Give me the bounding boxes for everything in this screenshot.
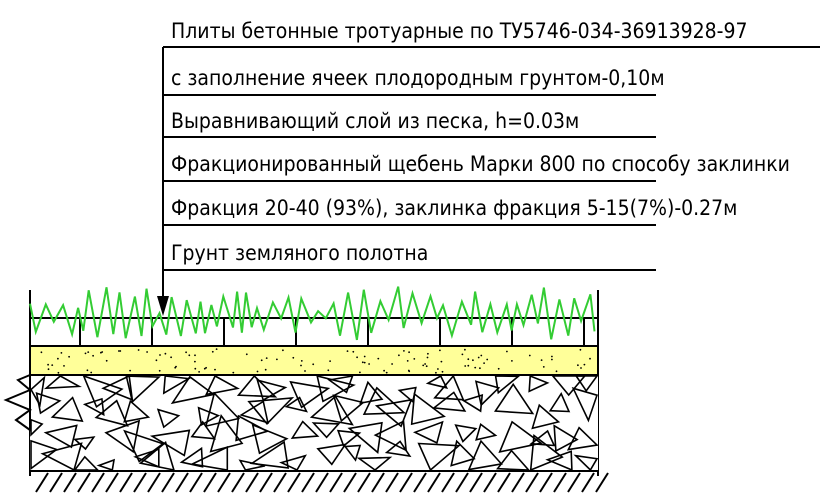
leader-arrowhead	[157, 296, 169, 316]
layer-label-1: Плиты бетонные тротуарные по ТУ5746-034-…	[171, 19, 748, 43]
layer-label-5: Фракция 20-40 (93%), заклинка фракция 5-…	[171, 196, 737, 220]
grass-line	[29, 286, 596, 341]
layer-label-6: Грунт земляного полотна	[171, 241, 428, 265]
label-leaders	[162, 46, 820, 312]
sand-layer	[29, 345, 599, 376]
layer-label-4: Фракционированный щебень Марки 800 по сп…	[171, 152, 790, 176]
layer-label-2: с заполнение ячеек плодородным грунтом-0…	[171, 66, 665, 90]
layer-label-3: Выравнивающий слой из песка, h=0.03м	[171, 109, 579, 133]
subgrade-soil-hatch	[35, 472, 609, 493]
crushed-stone-layer	[29, 374, 599, 472]
stone-ragged-edge	[3, 374, 33, 432]
